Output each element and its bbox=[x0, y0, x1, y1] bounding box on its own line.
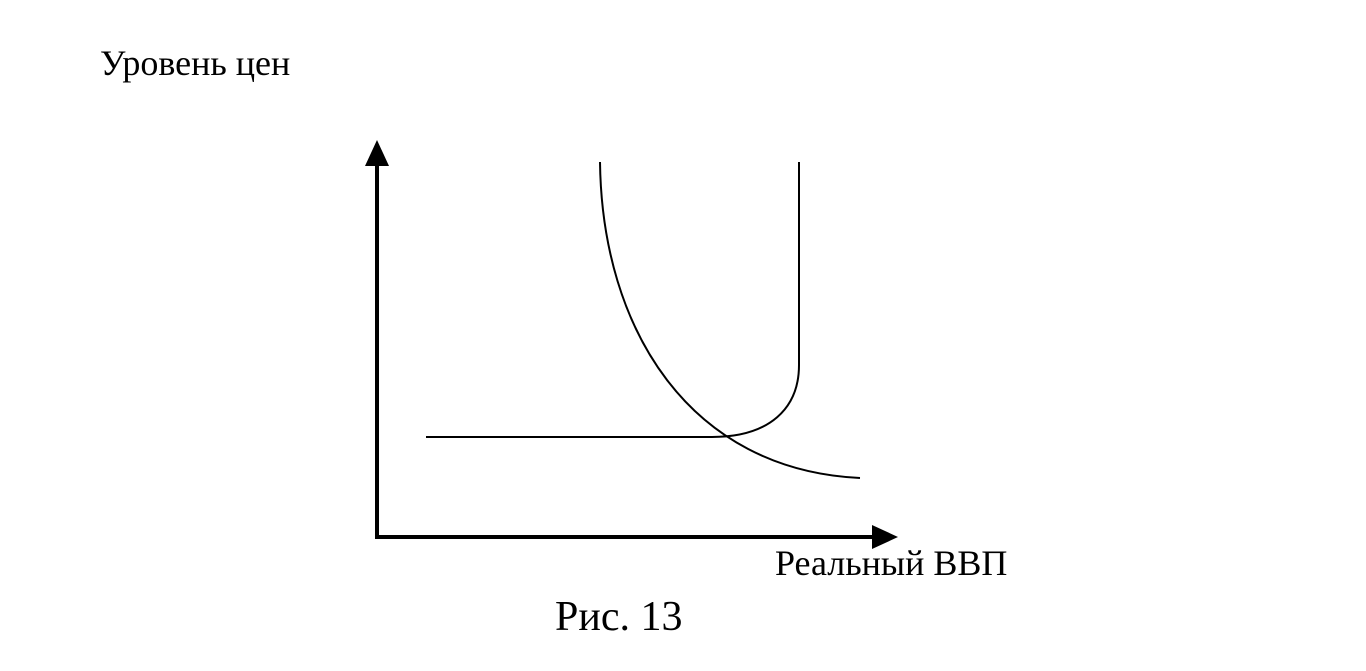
x-axis-arrow bbox=[872, 525, 898, 549]
demand-curve bbox=[599, 161, 861, 479]
supply-curve bbox=[426, 162, 800, 438]
y-axis-arrow bbox=[365, 140, 389, 166]
caption: Рис. 13 bbox=[555, 594, 682, 640]
y-axis-label: Уровень цен bbox=[100, 43, 290, 83]
x-axis-label: Реальный ВВП bbox=[775, 543, 1007, 583]
